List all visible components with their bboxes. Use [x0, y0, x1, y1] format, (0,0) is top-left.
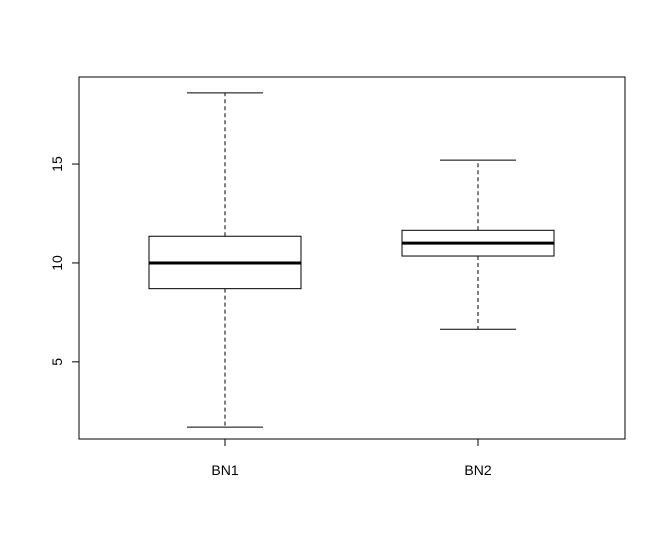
x-tick-label-bn2: BN2 [464, 462, 491, 478]
x-tick-label-bn1: BN1 [211, 462, 238, 478]
y-tick-label-5: 5 [49, 358, 65, 366]
y-axis: 5 10 15 [49, 156, 80, 366]
y-tick-label-10: 10 [49, 255, 65, 271]
x-axis: BN1 BN2 [211, 438, 492, 478]
y-tick-label-15: 15 [49, 156, 65, 172]
box-group [148, 92, 555, 428]
